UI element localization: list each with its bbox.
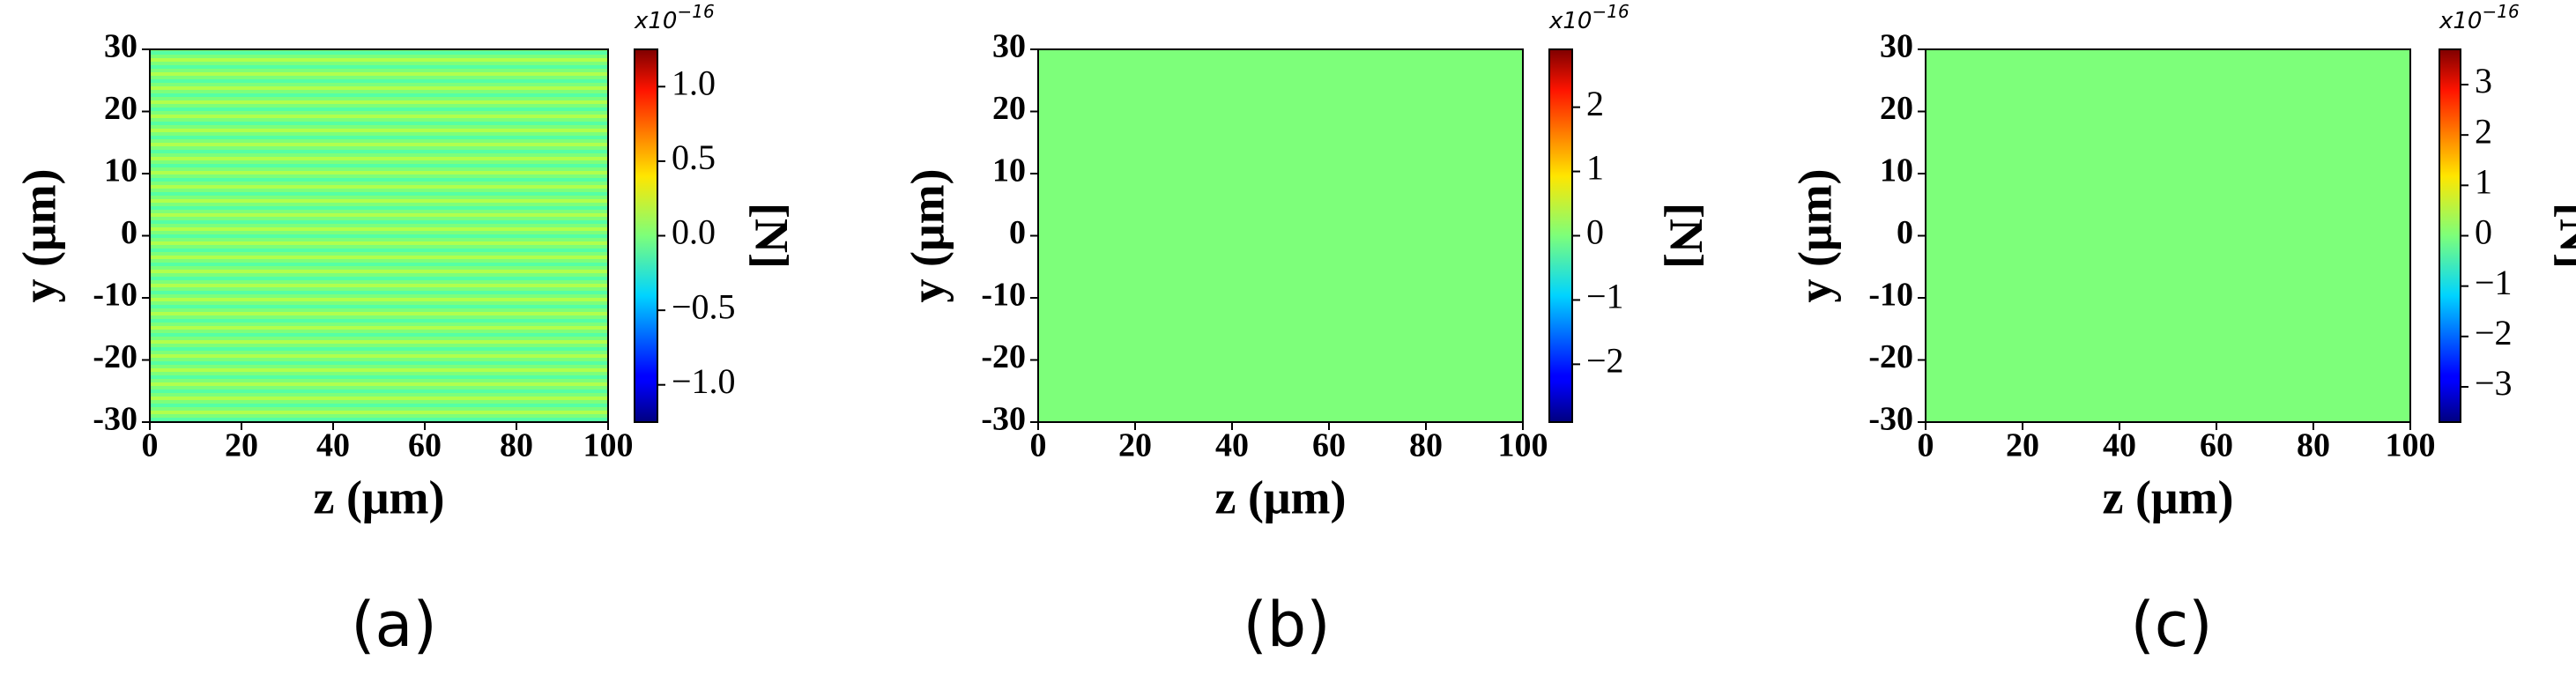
x-axis-label: z (μm) — [2102, 471, 2233, 523]
y-tick-label: 0 — [1897, 214, 1913, 251]
y-tick-label: -30 — [93, 401, 137, 438]
y-axis-label: y (μm) — [12, 168, 65, 302]
colorbar-scale: x10−16 — [2439, 1, 2520, 34]
x-tick-label: 40 — [1215, 427, 1249, 464]
colorbar-label: [N] — [1660, 203, 1713, 269]
colorbar-tick-label: 0.0 — [672, 212, 716, 252]
y-tick-label: -20 — [1868, 338, 1913, 375]
colorbar-tick-label: 1 — [1586, 148, 1604, 188]
panel-caption: (b) — [1243, 589, 1330, 661]
scale-text: x10 — [1548, 8, 1592, 34]
y-tick-label: -10 — [1868, 277, 1913, 314]
y-tick-label: 30 — [992, 28, 1026, 65]
colorbar-tick-label: −1 — [1586, 277, 1624, 316]
panel-caption: (c) — [2130, 589, 2212, 661]
colorbar-tick-label: −1 — [2475, 263, 2513, 302]
y-tick-label: 0 — [121, 214, 137, 251]
colorbar-tick-label: −2 — [1586, 341, 1624, 381]
colorbar-tick-label: 1 — [2475, 162, 2492, 202]
x-tick-label: 0 — [1030, 427, 1047, 464]
x-tick-label: 60 — [408, 427, 442, 464]
y-tick-label: 30 — [104, 28, 137, 65]
y-tick-label: -10 — [981, 277, 1026, 314]
heatmap-field — [1926, 49, 2410, 422]
scale-exponent: −16 — [677, 1, 714, 22]
colorbar-tick-label: −2 — [2475, 313, 2513, 352]
y-tick-label: -20 — [93, 338, 137, 375]
y-tick-label: 20 — [1880, 90, 1913, 127]
y-axis-label: y (μm) — [901, 168, 954, 302]
x-axis-label: z (μm) — [313, 471, 444, 523]
colorbar-label: [N] — [746, 203, 798, 269]
x-tick-label: 40 — [316, 427, 350, 464]
y-tick-label: 20 — [992, 90, 1026, 127]
colorbar-tick-label: 2 — [2475, 111, 2492, 151]
y-tick-label: 0 — [1009, 214, 1026, 251]
colorbar-tick-label: −0.5 — [672, 286, 736, 326]
colorbar-tick-label: −1.0 — [672, 361, 736, 401]
scale-exponent: −16 — [2482, 1, 2519, 22]
x-tick-label: 0 — [1918, 427, 1934, 464]
colorbar-scale: x10−16 — [1548, 1, 1629, 34]
scale-text: x10 — [634, 8, 677, 34]
heatmap-field — [1038, 49, 1523, 422]
colorbar — [2439, 48, 2461, 423]
y-tick-label: 10 — [104, 152, 137, 189]
y-tick-label: -10 — [93, 277, 137, 314]
x-tick-label: 60 — [1312, 427, 1346, 464]
x-tick-label: 80 — [1409, 427, 1443, 464]
y-axis-label: y (μm) — [1788, 168, 1841, 302]
y-tick-label: 10 — [992, 152, 1026, 189]
x-tick-label: 80 — [2297, 427, 2330, 464]
scale-exponent: −16 — [1592, 1, 1629, 22]
colorbar — [634, 48, 658, 423]
y-tick-label: 30 — [1880, 28, 1913, 65]
x-tick-label: 20 — [2006, 427, 2039, 464]
y-tick-label: -30 — [981, 401, 1026, 438]
x-tick-label: 100 — [583, 427, 634, 464]
scale-text: x10 — [2439, 8, 2482, 34]
colorbar — [1548, 48, 1573, 423]
colorbar-tick-label: 0 — [2475, 212, 2492, 252]
x-axis-label: z (μm) — [1214, 471, 1346, 523]
x-tick-label: 100 — [1498, 427, 1548, 464]
colorbar-tick-label: 0.5 — [672, 137, 716, 177]
x-tick-label: 60 — [2200, 427, 2233, 464]
colorbar-label: [N] — [2550, 203, 2576, 269]
heatmap-field — [150, 49, 608, 422]
colorbar-tick-label: 3 — [2475, 61, 2492, 100]
y-tick-label: 20 — [104, 90, 137, 127]
y-tick-label: -20 — [981, 338, 1026, 375]
x-tick-label: 0 — [142, 427, 159, 464]
colorbar-tick-label: 0 — [1586, 212, 1604, 252]
colorbar-scale: x10−16 — [634, 1, 715, 34]
y-tick-label: 10 — [1880, 152, 1913, 189]
colorbar-tick-label: 1.0 — [672, 63, 716, 102]
x-tick-label: 20 — [225, 427, 258, 464]
x-tick-label: 40 — [2103, 427, 2136, 464]
y-tick-label: -30 — [1868, 401, 1913, 438]
colorbar-tick-label: 2 — [1586, 84, 1604, 123]
colorbar-tick-label: −3 — [2475, 363, 2513, 403]
x-tick-label: 80 — [500, 427, 533, 464]
panel-caption: (a) — [351, 589, 437, 661]
x-tick-label: 100 — [2386, 427, 2436, 464]
x-tick-label: 20 — [1118, 427, 1152, 464]
